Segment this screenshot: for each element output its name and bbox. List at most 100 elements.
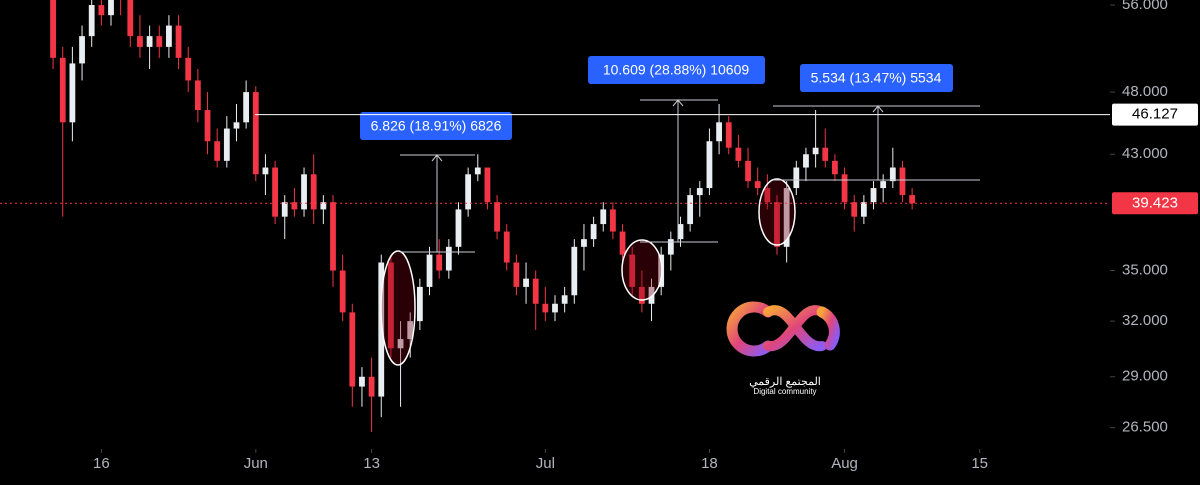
candle-body	[79, 36, 85, 64]
candle-body	[648, 286, 655, 304]
candle-body	[822, 147, 829, 161]
candle-body	[745, 160, 751, 182]
price-label-box	[1112, 192, 1198, 215]
candle-body	[146, 36, 153, 47]
candle-body	[272, 167, 278, 217]
candle-body	[301, 174, 307, 210]
candle-body	[214, 141, 221, 161]
candle-body	[127, 0, 134, 37]
watermark-arabic: المجتمع الرقمي	[749, 376, 821, 388]
candle-body	[629, 254, 636, 287]
measure-boxes: 6.826 (18.91%) 6826 10.609 (28.88%) 1060…	[360, 56, 953, 140]
candle-body	[349, 312, 356, 387]
candle-body	[610, 209, 616, 232]
candle-body	[320, 202, 327, 210]
y-tick-label: 43.000	[1122, 145, 1168, 162]
candle-body	[590, 224, 597, 240]
candle-body	[706, 141, 713, 189]
candle-body	[735, 147, 742, 161]
candle-body	[716, 122, 722, 142]
candle-body	[696, 188, 703, 196]
candle-body	[754, 181, 761, 189]
x-tick-label: Aug	[831, 455, 858, 472]
logo-shape	[816, 306, 840, 351]
candle-body	[359, 376, 365, 387]
candle-body	[484, 167, 491, 203]
plot-area	[50, 0, 916, 432]
candle-body	[455, 209, 462, 247]
measure-lines	[400, 154, 475, 253]
candle-body	[532, 278, 539, 304]
x-tick-label: Jun	[244, 455, 268, 472]
candle-body	[388, 262, 394, 349]
candle-body	[156, 36, 163, 47]
candle-body	[69, 63, 76, 123]
candle-body	[523, 278, 529, 287]
candle-body	[262, 167, 269, 175]
candle-body	[310, 174, 317, 210]
x-tick-label: 18	[701, 455, 718, 472]
measure-lines	[640, 99, 718, 243]
y-tick-label: 56.000	[1122, 0, 1168, 13]
measure-label: 6.826 (18.91%) 6826	[371, 118, 502, 134]
measure-box	[360, 112, 512, 140]
price-label-box	[1112, 103, 1198, 126]
candle-body	[108, 0, 114, 16]
candle-body	[137, 36, 143, 47]
logo-shape	[763, 305, 827, 352]
candle-body	[416, 286, 423, 322]
candle-body	[870, 188, 877, 203]
candle-body	[281, 202, 288, 217]
candle-body	[175, 25, 182, 58]
y-tick-label: 35.000	[1122, 261, 1168, 278]
candle-body	[252, 92, 259, 175]
candle-body	[542, 303, 549, 313]
candle-body	[445, 246, 452, 271]
y-tick-label: 29.000	[1122, 368, 1168, 385]
watermark-english: Digital community	[753, 387, 816, 396]
candle-body	[841, 174, 848, 203]
candle-body	[339, 270, 346, 313]
measure-box	[588, 56, 765, 84]
candle-body	[774, 202, 780, 247]
candle-body	[571, 246, 578, 296]
candle-body	[59, 57, 66, 123]
candle-body	[889, 167, 896, 182]
candle-body	[166, 25, 172, 47]
candle-body	[677, 224, 684, 240]
candle-body	[397, 339, 404, 349]
price-label: 46.127	[1132, 106, 1178, 123]
y-tick-label: 48.000	[1122, 83, 1168, 100]
candle-body	[899, 167, 906, 196]
candle-body	[638, 286, 645, 304]
candle-body	[581, 239, 587, 247]
candle-body	[851, 202, 858, 217]
candle-body	[243, 92, 250, 123]
annotations	[380, 99, 980, 366]
candle-body	[812, 147, 819, 155]
measure-label: 10.609 (28.88%) 10609	[603, 62, 750, 78]
highlight-ellipse	[380, 250, 416, 366]
candle-body	[194, 80, 201, 111]
candle-body	[98, 5, 105, 16]
candle-body	[503, 231, 510, 263]
watermark: المجتمع الرقمي Digital community	[726, 301, 840, 396]
x-tick-label: 15	[971, 455, 988, 472]
candle-body	[687, 195, 694, 225]
x-tick-label: 13	[363, 455, 380, 472]
candle-body	[378, 262, 385, 397]
y-tick-label: 32.000	[1122, 312, 1168, 329]
candle-body	[233, 122, 240, 129]
highlight-ellipse	[621, 239, 663, 301]
x-tick-label: 16	[93, 455, 110, 472]
candle-body	[204, 110, 211, 142]
candle-body	[407, 321, 414, 340]
candle-body	[793, 167, 800, 189]
candle-body	[185, 57, 192, 81]
candle-body	[619, 231, 626, 255]
candle-body	[909, 195, 916, 204]
candle-body	[783, 188, 790, 247]
candle-body	[223, 128, 230, 161]
candle-body	[552, 303, 558, 313]
